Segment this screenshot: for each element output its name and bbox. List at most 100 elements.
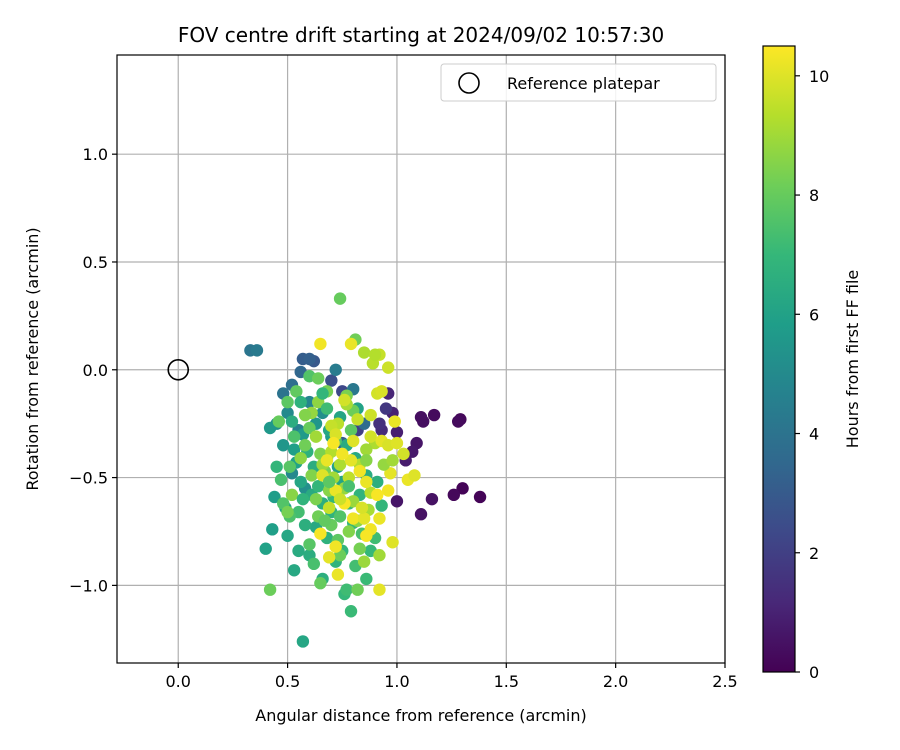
data-point [294, 395, 307, 409]
data-point [425, 492, 439, 506]
data-point [270, 460, 283, 474]
data-point [287, 443, 301, 456]
data-point [331, 568, 345, 581]
data-point [375, 499, 388, 512]
y-tick-label: −0.5 [69, 469, 108, 488]
data-point [353, 542, 366, 555]
data-point [274, 473, 288, 486]
data-point [364, 430, 377, 443]
data-point [384, 467, 397, 480]
colorbar-tick-label: 4 [809, 425, 819, 444]
data-point [298, 439, 312, 452]
data-point [351, 413, 364, 426]
data-point [272, 415, 286, 428]
data-point [357, 555, 371, 568]
data-point [314, 577, 327, 590]
data-point [287, 430, 301, 443]
data-point [347, 512, 360, 525]
scatter-points [244, 292, 487, 648]
data-point [303, 538, 316, 551]
data-point [281, 529, 294, 542]
data-point [408, 469, 421, 482]
data-point [351, 583, 364, 596]
data-point [309, 430, 323, 443]
data-point [298, 518, 312, 532]
data-point [360, 454, 373, 467]
data-point [329, 540, 342, 553]
data-point [263, 583, 277, 596]
data-point [357, 346, 371, 359]
data-point [296, 492, 310, 506]
colorbar-tick-label: 2 [809, 544, 819, 563]
data-point [386, 454, 399, 467]
data-point [347, 434, 360, 448]
data-point [344, 454, 358, 467]
data-point [250, 344, 264, 357]
data-point [340, 583, 353, 596]
colorbar-label: Hours from first FF file [843, 270, 862, 449]
data-point [322, 475, 336, 489]
data-point [320, 402, 334, 415]
data-point [414, 508, 428, 521]
data-point [266, 523, 279, 536]
data-point [296, 635, 310, 648]
colorbar [762, 45, 796, 673]
data-point [342, 471, 356, 484]
data-point [397, 447, 410, 461]
data-point [371, 488, 384, 502]
data-point [336, 447, 349, 461]
y-axis-ticks: 1.0 0.5 0.0 −0.5 −1.0 [69, 145, 117, 595]
data-point [281, 395, 294, 409]
data-point [360, 475, 373, 489]
data-point [290, 385, 303, 398]
data-point [281, 505, 294, 519]
data-point [447, 488, 461, 502]
data-point [373, 548, 386, 562]
legend-label: Reference platepar [507, 74, 660, 93]
data-point [379, 402, 393, 415]
legend-marker-icon [458, 72, 480, 94]
data-point [305, 469, 318, 482]
data-point [333, 458, 347, 471]
legend-box [440, 63, 717, 102]
data-point [285, 488, 299, 502]
data-point [333, 292, 347, 305]
data-point [342, 480, 356, 493]
data-point [451, 415, 465, 428]
x-axis-label: Angular distance from reference (arcmin) [255, 706, 586, 725]
data-point [427, 408, 441, 422]
data-point [303, 352, 316, 366]
data-point [386, 536, 399, 549]
data-point [259, 542, 272, 555]
colorbar-tick-label: 6 [809, 305, 819, 324]
data-point [373, 417, 386, 430]
data-point [373, 512, 386, 525]
data-point [303, 421, 316, 435]
data-point [322, 551, 336, 564]
data-point [360, 443, 373, 456]
data-point [357, 512, 371, 525]
data-point [342, 525, 356, 538]
data-point [371, 475, 384, 489]
data-point [390, 426, 404, 439]
colorbar-tick-label: 0 [809, 663, 819, 682]
x-tick-label: 2.5 [712, 672, 737, 691]
data-point [327, 436, 340, 450]
data-point [344, 605, 358, 618]
data-point [285, 415, 299, 428]
data-point [283, 460, 296, 474]
reference-platepar-marker [167, 358, 190, 381]
data-point [456, 482, 469, 495]
data-point [309, 492, 323, 506]
data-point [314, 337, 327, 351]
x-tick-label: 2.0 [603, 672, 628, 691]
data-point [364, 408, 377, 422]
data-point [360, 572, 373, 586]
data-point [344, 337, 358, 351]
data-point [375, 385, 388, 398]
y-axis-label: Rotation from reference (arcmin) [23, 227, 42, 490]
data-point [312, 372, 325, 385]
grid-lines [117, 55, 726, 663]
x-tick-label: 0.5 [275, 672, 300, 691]
